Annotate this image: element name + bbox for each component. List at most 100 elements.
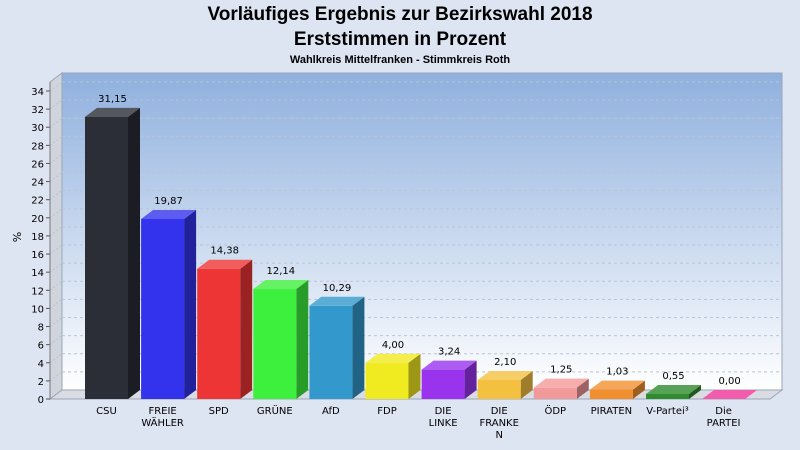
y-tick-label: 20 xyxy=(31,214,44,225)
bar xyxy=(533,378,589,399)
x-tick-label: FDP xyxy=(377,406,396,417)
bar-side xyxy=(689,385,701,399)
gridline-side xyxy=(49,190,63,201)
x-tick-label: ÖDP xyxy=(544,404,566,417)
bar xyxy=(646,385,701,399)
x-tick-label: GRÜNE xyxy=(257,404,293,417)
bar-front xyxy=(646,394,689,399)
x-tick-label: Die xyxy=(715,406,732,417)
gridline-side xyxy=(49,244,63,255)
bar-front xyxy=(141,219,185,399)
x-tick-label: SPD xyxy=(209,406,229,417)
bar-front xyxy=(533,387,577,399)
bar-top xyxy=(309,296,365,306)
bar-front xyxy=(365,362,409,399)
bar-side xyxy=(632,380,645,399)
bar-side xyxy=(296,280,309,399)
bar-top xyxy=(702,390,758,399)
bar-value-label: 19,87 xyxy=(154,196,183,207)
gridline-side xyxy=(49,99,63,110)
y-tick-label: 16 xyxy=(31,250,44,261)
bar-side xyxy=(520,370,533,399)
y-tick-label: 28 xyxy=(31,141,44,152)
y-axis-label: % xyxy=(11,232,24,242)
bar xyxy=(141,210,197,399)
bar xyxy=(702,390,758,399)
y-tick-label: 2 xyxy=(38,377,44,388)
bar xyxy=(309,296,365,399)
bar-value-label: 31,15 xyxy=(98,94,127,105)
bar-side xyxy=(408,353,421,399)
y-tick-label: 22 xyxy=(31,196,44,207)
bar-value-label: 2,10 xyxy=(494,357,516,368)
bar-value-label: 1,25 xyxy=(550,365,572,376)
x-tick-label: V-Partei³ xyxy=(646,406,689,417)
bar-value-label: 10,29 xyxy=(323,283,352,294)
bar-top xyxy=(533,378,589,388)
bar xyxy=(197,259,253,399)
gridline-side xyxy=(49,262,63,273)
x-tick-label: LINKE xyxy=(429,418,458,429)
gridline-side xyxy=(49,117,63,128)
bar xyxy=(477,370,533,399)
x-tick-label: DIE xyxy=(435,406,452,417)
bar-value-label: 3,24 xyxy=(438,347,460,358)
gridline-side xyxy=(49,299,63,309)
bar-front xyxy=(85,116,128,399)
x-tick-label: PIRATEN xyxy=(591,406,633,417)
bar-value-label: 4,00 xyxy=(382,340,404,351)
y-tick-label: 8 xyxy=(38,323,44,334)
x-tick-label: FREIE xyxy=(148,406,176,417)
y-tick-label: 24 xyxy=(31,178,44,189)
gridline-side xyxy=(49,208,63,219)
x-tick-label: AfD xyxy=(322,406,340,417)
y-tick-label: 32 xyxy=(31,105,44,116)
bar-front xyxy=(477,379,521,399)
bar-top xyxy=(646,385,701,395)
gridline-side xyxy=(49,335,63,346)
chart-title: Vorläufiges Ergebnis zur Bezirkswahl 201… xyxy=(207,4,593,25)
bar-value-label: 0,55 xyxy=(662,371,684,382)
x-tick-label: CSU xyxy=(96,406,117,417)
bar-front xyxy=(253,289,297,399)
bar-top xyxy=(85,107,140,117)
bar-side xyxy=(184,210,197,399)
bar-top xyxy=(197,259,253,269)
gridline-side xyxy=(49,135,63,146)
y-tick-label: 12 xyxy=(31,286,44,297)
y-tick-label: 0 xyxy=(38,395,44,406)
gridline-side xyxy=(49,172,63,182)
bar xyxy=(421,360,477,399)
bar-top xyxy=(477,370,533,380)
x-tick-label: WÄHLER xyxy=(141,416,184,429)
bar xyxy=(365,353,421,399)
gridline-side xyxy=(49,353,63,364)
gridline-side xyxy=(49,226,63,237)
bar-value-label: 14,38 xyxy=(210,246,239,257)
bar-top xyxy=(365,353,421,363)
y-tick-label: 26 xyxy=(31,159,44,170)
bar-value-label: 0,00 xyxy=(718,376,740,387)
bar-value-label: 1,03 xyxy=(606,367,628,378)
bar-top xyxy=(253,280,309,290)
bar-side xyxy=(464,360,477,399)
bar-top xyxy=(589,380,645,390)
bar-top xyxy=(141,210,197,220)
y-tick-label: 10 xyxy=(31,304,44,315)
bar-side xyxy=(576,378,589,399)
bar xyxy=(589,380,645,399)
bar-side xyxy=(128,107,140,399)
bar-front xyxy=(197,268,241,399)
bar-front xyxy=(589,389,633,399)
gridline-side xyxy=(49,154,63,164)
gridline-side xyxy=(49,371,63,382)
chart-subtitle: Erststimmen in Prozent xyxy=(293,29,507,50)
bar-side xyxy=(352,296,365,399)
y-tick-label: 6 xyxy=(38,341,44,352)
y-tick-label: 34 xyxy=(31,87,44,98)
y-tick-label: 30 xyxy=(31,123,44,134)
y-tick-label: 14 xyxy=(31,268,44,279)
bar-front xyxy=(309,305,353,399)
